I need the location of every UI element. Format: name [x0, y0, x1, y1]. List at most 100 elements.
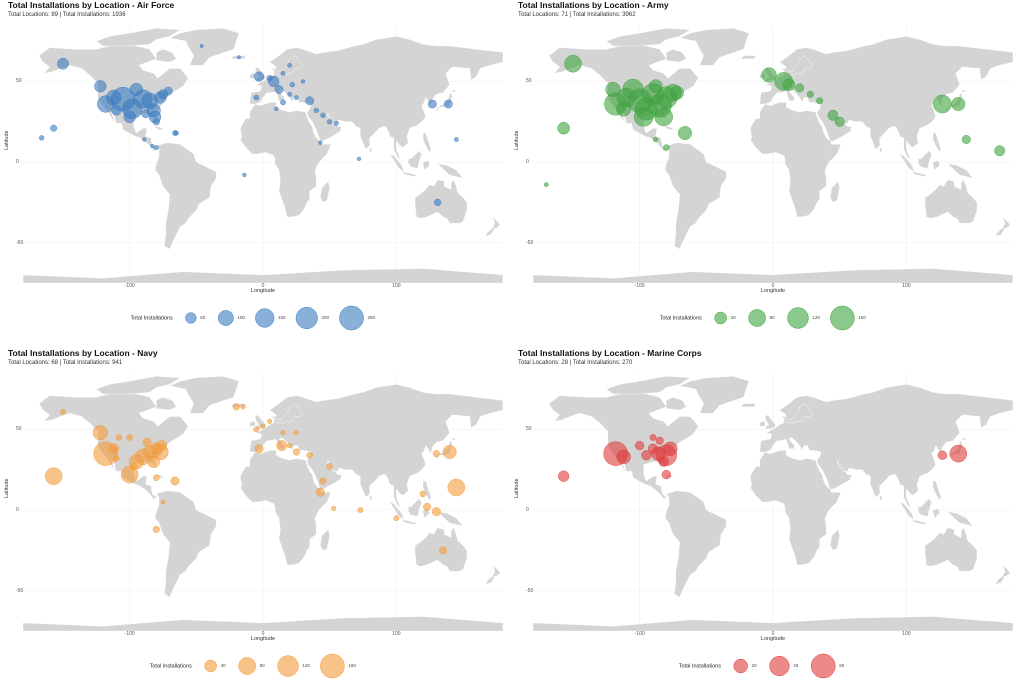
installation-point[interactable] — [232, 403, 240, 411]
installation-point[interactable] — [933, 94, 952, 114]
installation-point[interactable] — [827, 109, 839, 121]
installation-point[interactable] — [782, 78, 796, 91]
installation-point[interactable] — [453, 137, 459, 142]
installation-point[interactable] — [300, 79, 306, 84]
installation-point[interactable] — [434, 198, 442, 207]
installation-point[interactable] — [616, 101, 632, 117]
installation-point[interactable] — [961, 134, 971, 144]
installation-point[interactable] — [327, 119, 333, 125]
installation-point[interactable] — [313, 107, 319, 114]
installation-point[interactable] — [663, 144, 670, 151]
installation-point[interactable] — [129, 462, 138, 471]
installation-point[interactable] — [305, 96, 315, 106]
installation-point[interactable] — [289, 82, 295, 88]
installation-point[interactable] — [142, 437, 152, 447]
installation-point[interactable] — [44, 467, 63, 485]
installation-point[interactable] — [199, 44, 204, 48]
installation-point[interactable] — [292, 448, 300, 456]
installation-point[interactable] — [543, 182, 549, 188]
installation-point[interactable] — [106, 89, 122, 106]
installation-point[interactable] — [253, 71, 265, 82]
installation-point[interactable] — [331, 505, 337, 512]
installation-point[interactable] — [123, 110, 136, 124]
installation-point[interactable] — [306, 451, 313, 459]
installation-point[interactable] — [937, 450, 947, 460]
installation-point[interactable] — [649, 434, 657, 441]
installation-point[interactable] — [113, 455, 120, 462]
installation-point[interactable] — [267, 418, 273, 424]
installation-point[interactable] — [126, 434, 133, 441]
installation-point[interactable] — [242, 172, 247, 178]
installation-point[interactable] — [439, 546, 447, 555]
installation-point[interactable] — [357, 507, 364, 513]
installation-point[interactable] — [655, 436, 664, 445]
installation-point[interactable] — [994, 145, 1006, 157]
installation-point[interactable] — [653, 136, 659, 143]
installation-point[interactable] — [356, 156, 362, 161]
installation-point[interactable] — [333, 120, 339, 126]
installation-point[interactable] — [427, 99, 437, 109]
installation-point[interactable] — [661, 469, 671, 480]
installation-point[interactable] — [274, 106, 279, 111]
installation-point[interactable] — [115, 434, 123, 441]
installation-point[interactable] — [160, 499, 166, 505]
installation-point[interactable] — [654, 107, 673, 127]
installation-point[interactable] — [60, 408, 66, 415]
installation-point[interactable] — [153, 145, 159, 150]
installation-point[interactable] — [393, 515, 400, 522]
installation-point[interactable] — [670, 85, 684, 100]
installation-point[interactable] — [152, 525, 160, 533]
installation-point[interactable] — [641, 450, 652, 461]
installation-point[interactable] — [147, 455, 160, 468]
installation-point[interactable] — [557, 121, 570, 135]
installation-point[interactable] — [648, 79, 663, 94]
installation-point[interactable] — [129, 82, 143, 97]
installation-point[interactable] — [274, 85, 284, 94]
installation-point[interactable] — [173, 130, 179, 136]
installation-point[interactable] — [318, 140, 323, 145]
installation-point[interactable] — [605, 81, 621, 98]
installation-point[interactable] — [260, 423, 266, 429]
installation-point[interactable] — [276, 440, 288, 452]
installation-point[interactable] — [152, 118, 160, 126]
installation-point[interactable] — [156, 440, 168, 452]
installation-point[interactable] — [326, 463, 333, 470]
installation-point[interactable] — [315, 487, 325, 497]
installation-point[interactable] — [94, 80, 107, 93]
installation-point[interactable] — [658, 456, 669, 467]
installation-point[interactable] — [287, 91, 293, 97]
installation-point[interactable] — [253, 94, 260, 101]
installation-point[interactable] — [616, 449, 631, 465]
installation-point[interactable] — [442, 445, 457, 459]
installation-point[interactable] — [419, 490, 427, 498]
installation-point[interactable] — [663, 441, 678, 456]
installation-point[interactable] — [558, 470, 570, 482]
installation-point[interactable] — [254, 444, 264, 454]
installation-point[interactable] — [834, 116, 845, 127]
installation-point[interactable] — [447, 478, 466, 497]
installation-point[interactable] — [237, 55, 241, 60]
installation-point[interactable] — [564, 54, 582, 73]
installation-point[interactable] — [142, 137, 147, 142]
installation-point[interactable] — [293, 430, 299, 436]
installation-point[interactable] — [253, 426, 260, 433]
installation-point[interactable] — [92, 425, 108, 441]
installation-point[interactable] — [795, 83, 805, 93]
installation-point[interactable] — [443, 99, 453, 109]
installation-point[interactable] — [423, 502, 431, 511]
installation-point[interactable] — [141, 109, 151, 119]
installation-point[interactable] — [287, 62, 293, 68]
installation-point[interactable] — [287, 442, 293, 449]
installation-point[interactable] — [280, 70, 286, 76]
installation-point[interactable] — [951, 97, 966, 111]
installation-point[interactable] — [240, 404, 246, 410]
installation-point[interactable] — [266, 75, 273, 82]
installation-point[interactable] — [170, 476, 180, 486]
installation-point[interactable] — [635, 440, 645, 451]
installation-point[interactable] — [108, 443, 120, 455]
installation-point[interactable] — [633, 107, 654, 127]
installation-point[interactable] — [57, 57, 69, 70]
installation-point[interactable] — [280, 430, 286, 436]
installation-point[interactable] — [319, 477, 327, 485]
installation-point[interactable] — [153, 474, 160, 482]
